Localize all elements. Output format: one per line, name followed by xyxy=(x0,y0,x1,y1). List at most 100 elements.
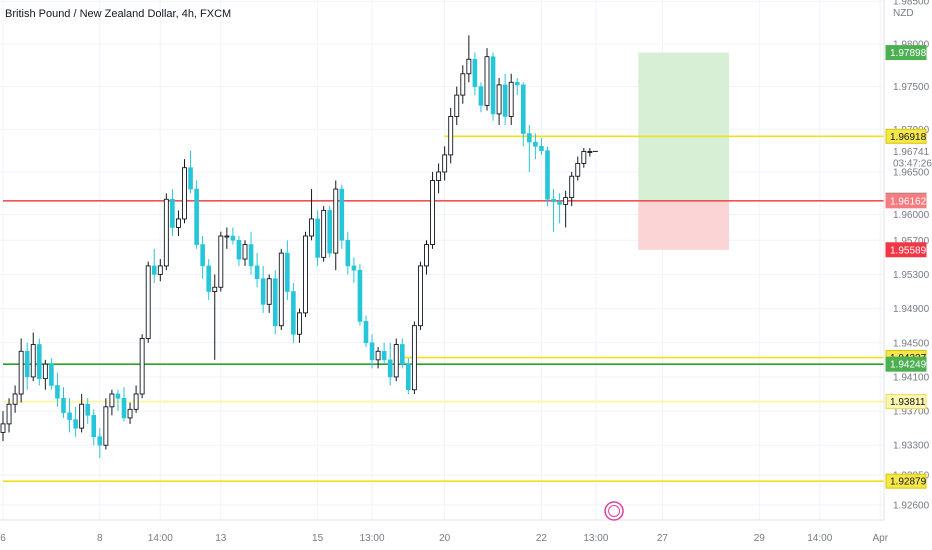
candle-body xyxy=(478,86,484,106)
price-tick-label: 1.94500 xyxy=(893,338,930,349)
candle-body xyxy=(321,209,327,258)
candle-body xyxy=(12,393,18,405)
candle-body xyxy=(236,239,242,260)
price-tick-label: 1.98000 xyxy=(893,39,930,50)
price-tick-label: 1.94100 xyxy=(893,372,930,383)
candle-body xyxy=(0,423,6,433)
time-tick-label: 14:00 xyxy=(148,533,173,544)
candle-body xyxy=(115,393,121,399)
time-tick-label: 27 xyxy=(657,533,669,544)
price-badge-label: 1.97898 xyxy=(890,48,927,59)
price-badge-label: 1.96162 xyxy=(890,196,927,207)
price-badge[interactable] xyxy=(885,242,927,258)
price-badge-label: 1.95589 xyxy=(890,245,927,256)
candle-body xyxy=(278,252,284,327)
time-tick-label: 22 xyxy=(536,533,548,544)
candle-body xyxy=(248,244,254,267)
position-profit-zone[interactable] xyxy=(638,52,729,201)
candle-body xyxy=(109,393,115,408)
candle-body xyxy=(24,350,30,378)
position-loss-zone[interactable] xyxy=(638,200,729,250)
time-tick-label: 6 xyxy=(0,533,6,544)
candle-body xyxy=(170,198,175,228)
candle-body xyxy=(91,415,97,437)
candle-body xyxy=(224,235,230,238)
candle-body xyxy=(151,265,157,275)
candle-body xyxy=(157,265,163,275)
price-badge-label: 1.94249 xyxy=(890,360,927,371)
candle-body xyxy=(472,58,478,87)
candle-body xyxy=(145,265,151,339)
last-price-value: 1.96741 xyxy=(893,147,930,158)
price-badge-label: 1.93811 xyxy=(890,397,926,408)
candle-body xyxy=(406,363,411,391)
last-price-readout-bg xyxy=(886,144,932,169)
time-tick-label: 15 xyxy=(312,533,324,544)
candle-body xyxy=(272,278,278,326)
candle-body xyxy=(563,197,569,205)
candle-body xyxy=(163,198,169,267)
candle-body xyxy=(551,198,556,203)
time-tick-label: 20 xyxy=(439,533,451,544)
candle-body xyxy=(42,363,48,380)
candle-body xyxy=(466,58,472,75)
candle-body xyxy=(182,167,187,220)
candle-body xyxy=(533,141,538,147)
candle-body xyxy=(254,265,260,280)
candle-body xyxy=(79,403,85,429)
price-badge[interactable] xyxy=(885,394,927,410)
candle-body xyxy=(18,350,24,395)
time-tick-label: 13:00 xyxy=(583,533,608,544)
price-tick-label: 1.97500 xyxy=(893,82,930,93)
candle-body xyxy=(411,325,417,391)
candle-body xyxy=(242,244,248,260)
price-badge-label: 1.96918 xyxy=(890,132,927,143)
candle-body xyxy=(339,188,345,241)
candle-body xyxy=(212,286,218,292)
time-tick-label: 14:00 xyxy=(807,533,832,544)
event-flag-icon[interactable] xyxy=(604,501,624,521)
candle-body xyxy=(490,56,496,115)
candle-body xyxy=(36,344,42,379)
candle-body xyxy=(309,218,314,237)
price-badge[interactable] xyxy=(885,356,927,372)
price-tick-label: 1.96500 xyxy=(893,167,930,178)
candle-body xyxy=(539,146,544,151)
candle-body xyxy=(448,116,454,156)
candle-body xyxy=(545,150,550,200)
candle-body xyxy=(557,201,562,205)
candle-body xyxy=(266,278,272,305)
candle-body xyxy=(569,175,575,199)
candle-body xyxy=(418,265,423,327)
price-badge[interactable] xyxy=(885,473,927,489)
candle-body xyxy=(430,180,435,246)
candle-body xyxy=(369,342,375,361)
candle-body xyxy=(139,338,145,395)
price-badge[interactable] xyxy=(885,45,927,61)
candle-body xyxy=(188,167,193,190)
candle-body xyxy=(97,436,103,446)
candle-body xyxy=(484,56,490,106)
candle-body xyxy=(399,344,405,365)
candle-body xyxy=(345,239,351,267)
time-tick-label: 13:00 xyxy=(360,533,385,544)
price-badge[interactable] xyxy=(885,128,927,144)
candle-body xyxy=(351,265,357,271)
time-tick-label: 13 xyxy=(215,533,227,544)
price-badge[interactable] xyxy=(885,193,927,209)
candle-body xyxy=(67,412,72,420)
price-tick-label: 1.96000 xyxy=(893,210,930,221)
candle-body xyxy=(460,73,466,96)
candle-body xyxy=(496,84,502,115)
price-tick-label: 1.95300 xyxy=(893,270,930,281)
candle-body xyxy=(55,385,60,399)
candle-body xyxy=(436,171,442,181)
currency-label: NZD xyxy=(893,8,914,19)
candle-body xyxy=(85,403,90,416)
candle-body xyxy=(387,359,393,378)
candle-body xyxy=(363,321,369,344)
candle-body xyxy=(393,344,399,378)
candle-body xyxy=(581,151,587,164)
price-tick-label: 1.93300 xyxy=(893,441,930,452)
